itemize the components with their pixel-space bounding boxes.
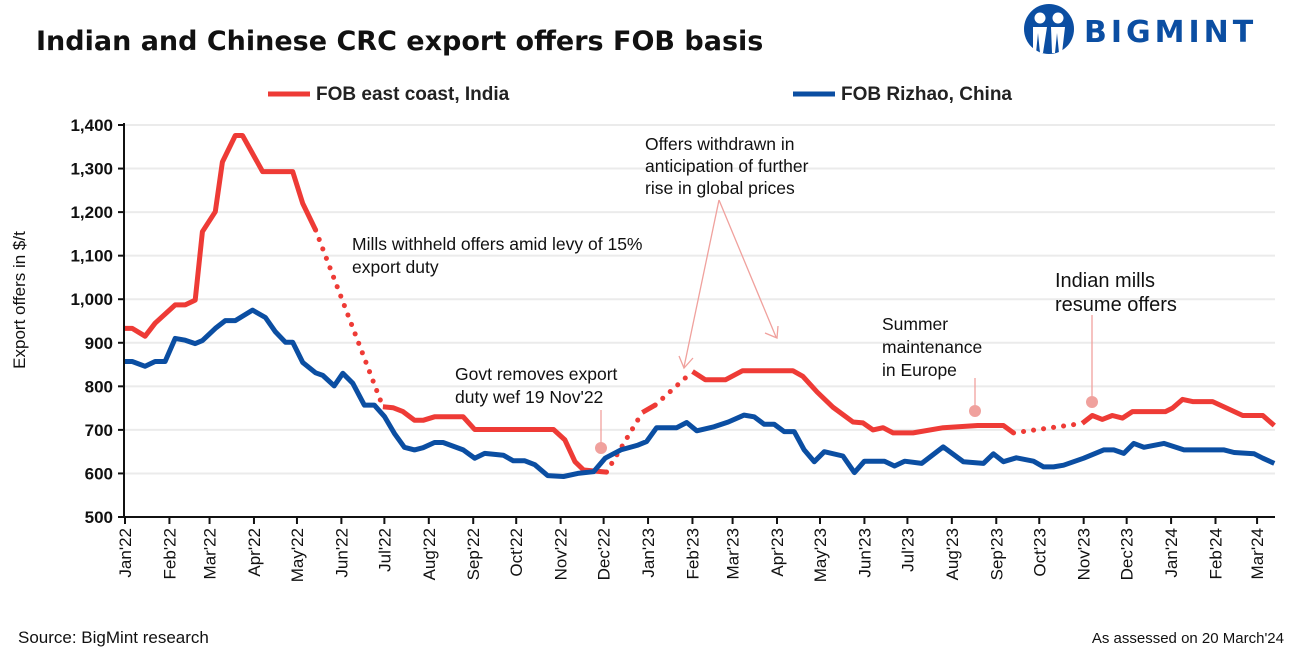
arrow-head-icon	[678, 355, 694, 370]
annotation-text: Govt removes export	[455, 364, 618, 384]
source-note: Source: BigMint research	[18, 628, 209, 647]
x-tick-label: Jun'23	[855, 528, 874, 578]
y-tick-label: 1,000	[70, 290, 113, 309]
x-tick-label: Mar'23	[724, 528, 743, 579]
y-tick-label: 900	[85, 334, 113, 353]
x-tick-label: Feb'24	[1207, 528, 1226, 579]
x-tick-label: Jan'24	[1162, 528, 1181, 578]
x-tick-label: May'22	[288, 528, 307, 582]
annotation-dot	[969, 405, 981, 417]
annotation-text: Indian mills	[1055, 270, 1155, 292]
series-line-segment	[1080, 396, 1276, 428]
annotation-text: export duty	[352, 257, 439, 277]
x-tick-label: Aug'23	[943, 528, 962, 580]
y-tick-label: 500	[85, 508, 113, 527]
series-line-dotted-segment	[313, 227, 386, 410]
annotation: Govt removes export duty wef 19 Nov'22	[455, 364, 618, 407]
annotation-text: resume offers	[1055, 294, 1177, 316]
annotation-arrow-line	[683, 199, 720, 368]
y-axis-label: Export offers in $/t	[10, 231, 29, 369]
chart-title: Indian and Chinese CRC export offers FOB…	[36, 26, 763, 57]
x-tick-label: Nov'23	[1075, 528, 1094, 580]
annotation-arrow-line	[718, 199, 777, 338]
x-tick-label: Apr'23	[768, 528, 787, 577]
legend: FOB east coast, India FOB Rizhao, China	[268, 84, 1012, 105]
x-tick-label: Dec'22	[595, 528, 614, 580]
y-tick-label: 800	[85, 377, 113, 396]
annotation-dot	[595, 442, 607, 454]
bigmint-logo: BIGMINT	[1024, 4, 1257, 54]
y-tick-label: 1,100	[70, 247, 113, 266]
annotations: Mills withheld offers amid levy of 15% ex…	[352, 134, 1177, 407]
annotation-text: duty wef 19 Nov'22	[455, 387, 603, 407]
annotation-text: Mills withheld offers amid levy of 15%	[352, 234, 643, 254]
y-tick-label: 1,400	[70, 116, 113, 135]
y-tick-label: 1,200	[70, 203, 113, 222]
arrow-head-icon	[764, 325, 779, 339]
x-tick-label: Mar'22	[201, 528, 220, 579]
x-tick-label: Jan'23	[639, 528, 658, 578]
x-tick-label: Aug'22	[420, 528, 439, 580]
logo-text: BIGMINT	[1084, 15, 1257, 50]
y-tick-label: 700	[85, 421, 113, 440]
series-line-segment	[125, 307, 1276, 479]
x-tick-label: Apr'22	[245, 528, 264, 577]
bigmint-people-logo-icon	[1024, 4, 1074, 54]
series-line-dotted-segment	[652, 369, 695, 408]
x-axis-ticks: Jan'22 Feb'22 Mar'22 Apr'22 May'22 Jun'22 Jul'…	[116, 517, 1267, 582]
series-line-dotted-segment	[1011, 420, 1085, 436]
y-axis-ticks: 500 600 700 800 900 1,000 1,100 1,200 1,300 1,400	[70, 116, 124, 527]
y-tick-label: 1,300	[70, 160, 113, 179]
x-tick-label: Mar'24	[1248, 528, 1267, 579]
annotation: Summer maintenance in Europe	[882, 314, 982, 380]
series-line-dotted-segment	[604, 410, 645, 475]
x-tick-label: Jul'23	[898, 528, 917, 572]
x-tick-label: Feb'22	[160, 528, 179, 579]
legend-label-india: FOB east coast, India	[316, 84, 510, 105]
x-tick-label: Oct'22	[507, 528, 526, 577]
gridlines	[124, 124, 1275, 475]
x-tick-label: Nov'22	[552, 528, 571, 580]
y-tick-label: 600	[85, 464, 113, 483]
x-tick-label: Oct'23	[1030, 528, 1049, 577]
annotation-dot	[1086, 396, 1098, 408]
series-china	[125, 307, 1276, 479]
x-tick-label: Jul'22	[375, 528, 394, 572]
series-line-segment	[382, 404, 607, 475]
x-tick-label: Jan'22	[116, 528, 135, 578]
annotation-text: anticipation of further	[645, 156, 809, 176]
annotation-marks	[595, 199, 1098, 454]
x-tick-label: Dec'23	[1118, 528, 1137, 580]
x-tick-label: Jun'22	[332, 528, 351, 578]
annotation-text: Offers withdrawn in	[645, 134, 794, 154]
series-line-segment	[125, 133, 318, 339]
series-india	[125, 133, 1276, 475]
x-tick-label: May'23	[811, 528, 830, 582]
series-lines	[125, 133, 1276, 479]
series-line-segment	[691, 368, 1015, 436]
assessed-note: As assessed on 20 March'24	[1092, 630, 1284, 647]
annotation-text: maintenance	[882, 337, 982, 357]
annotation-text: Summer	[882, 314, 948, 334]
x-tick-label: Sep'22	[464, 528, 483, 580]
annotation: Mills withheld offers amid levy of 15% ex…	[352, 234, 643, 277]
x-tick-label: Sep'23	[987, 528, 1006, 580]
annotation-text: rise in global prices	[645, 178, 795, 198]
annotation-text: in Europe	[882, 360, 957, 380]
legend-label-china: FOB Rizhao, China	[841, 84, 1012, 105]
x-tick-label: Feb'23	[683, 528, 702, 579]
